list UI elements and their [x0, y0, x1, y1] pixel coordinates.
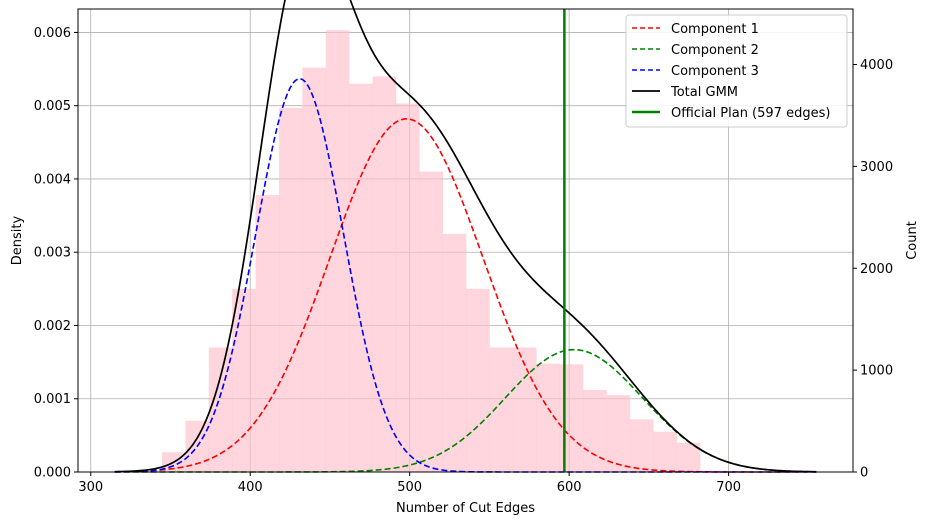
left-y-tick-label: 0.006: [34, 26, 71, 41]
legend-label-total-gmm: Total GMM: [670, 85, 738, 100]
left-y-tick-label: 0.002: [34, 319, 71, 334]
histogram-bar: [255, 195, 280, 473]
component-3-curve: [114, 77, 817, 473]
right-y-axis-ticks: 0 1000 2000 3000 4000: [853, 58, 893, 481]
left-y-tick-label: 0.000: [34, 466, 71, 481]
left-y-tick-label: 0.003: [34, 246, 71, 261]
histogram-bar: [583, 389, 607, 472]
x-tick-label: 500: [397, 480, 422, 495]
histogram-bar: [629, 419, 654, 472]
x-tick-label: 700: [716, 480, 741, 495]
right-y-tick-label: 4000: [860, 58, 893, 73]
plot-frame: [77, 8, 854, 473]
histogram-bar: [442, 233, 467, 472]
x-tick-label: 600: [557, 480, 582, 495]
legend-box: [625, 14, 848, 128]
histogram-bar: [653, 431, 677, 472]
histogram-bar: [395, 103, 420, 472]
histogram-bar: [489, 347, 514, 472]
histogram-bar: [278, 107, 303, 472]
legend-label-component-1: Component 1: [671, 22, 759, 37]
histogram-bar: [325, 30, 350, 473]
histogram-bar: [208, 347, 233, 472]
left-y-axis-label: Density: [10, 215, 25, 265]
histogram-bars: [138, 30, 724, 473]
right-y-tick-label: 3000: [860, 160, 893, 175]
x-tick-label: 400: [238, 480, 263, 495]
histogram-bar: [419, 171, 444, 472]
right-y-axis-label: Count: [905, 221, 920, 260]
x-tick-label: 300: [78, 480, 103, 495]
legend-label-component-3: Component 3: [671, 64, 759, 79]
histogram-bar: [349, 83, 373, 473]
left-y-tick-label: 0.005: [34, 99, 71, 114]
histogram-bar: [606, 395, 631, 472]
x-axis-label: Number of Cut Edges: [396, 501, 535, 516]
histogram-bar: [676, 442, 701, 472]
histogram-bar: [512, 347, 537, 472]
histogram-bar: [302, 67, 327, 472]
histogram-bar: [372, 76, 397, 472]
histogram-bar: [466, 288, 490, 472]
right-y-tick-label: 0: [860, 466, 868, 481]
legend-label-component-2: Component 2: [671, 43, 759, 58]
histogram-bar: [232, 288, 256, 472]
left-y-axis-ticks: 0.000 0.001 0.002 0.003 0.004 0.005 0.006: [34, 26, 78, 481]
total-gmm-curve: [114, 0, 817, 473]
right-y-tick-label: 2000: [860, 262, 893, 277]
legend: Component 1 Component 2 Component 3 Tota…: [625, 14, 848, 128]
x-axis-ticks: 300 400 500 600 700: [78, 472, 741, 495]
right-y-tick-label: 1000: [860, 364, 893, 379]
legend-label-official-plan: Official Plan (597 edges): [671, 106, 830, 121]
histogram-bar: [536, 363, 560, 472]
left-y-tick-label: 0.001: [34, 392, 71, 407]
histogram-bar: [138, 469, 163, 472]
left-y-tick-label: 0.004: [34, 172, 71, 187]
